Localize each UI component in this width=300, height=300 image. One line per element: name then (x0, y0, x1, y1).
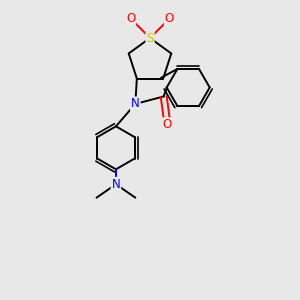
Text: N: N (112, 178, 120, 191)
Text: O: O (165, 11, 174, 25)
Text: N: N (131, 98, 140, 110)
Text: O: O (126, 11, 135, 25)
Text: S: S (146, 32, 154, 44)
Text: O: O (162, 118, 171, 131)
